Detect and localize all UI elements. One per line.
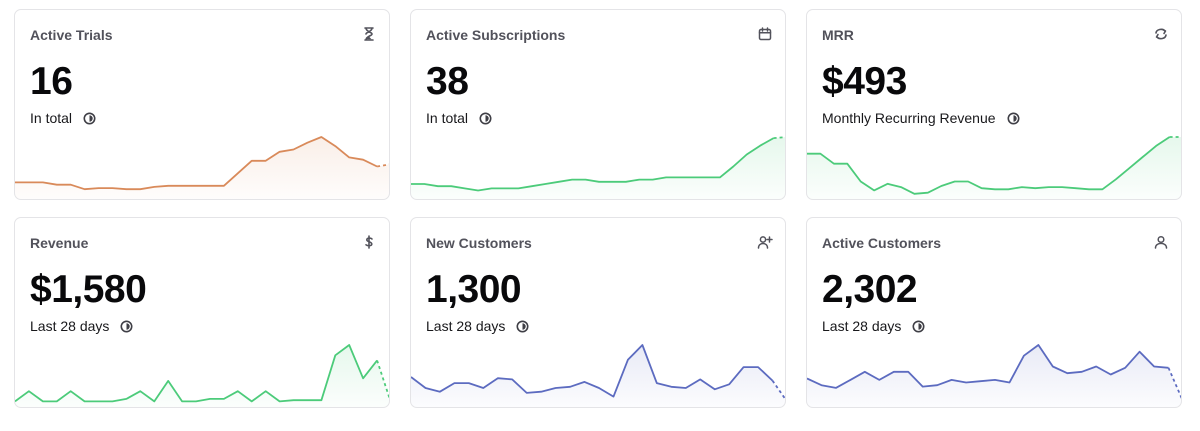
metric-card-mrr[interactable]: MRR $493 Monthly Recurring Revenue <box>806 9 1182 200</box>
metric-card-new-customers[interactable]: New Customers 1,300 Last 28 days <box>410 217 786 408</box>
card-title: Active Subscriptions <box>426 27 566 43</box>
sparkline-partial-segment <box>773 136 785 139</box>
info-icon[interactable] <box>479 112 492 125</box>
sparkline-partial-segment <box>376 163 389 168</box>
card-title: MRR <box>822 27 854 43</box>
sparkline-chart <box>15 344 389 407</box>
card-subtitle-text: Last 28 days <box>426 318 506 334</box>
card-subtitle: Last 28 days <box>426 318 529 334</box>
card-subtitle-text: In total <box>30 110 73 126</box>
card-title: New Customers <box>426 235 532 251</box>
info-icon[interactable] <box>516 320 529 333</box>
user-plus-icon <box>757 236 773 249</box>
sparkline-area <box>411 137 785 199</box>
user-icon <box>1154 235 1168 249</box>
metric-card-active-subscriptions[interactable]: Active Subscriptions 38 In total <box>410 9 786 200</box>
sparkline-area <box>807 345 1181 407</box>
card-subtitle: Last 28 days <box>822 318 925 334</box>
sparkline-series-line <box>15 344 378 403</box>
sparkline-partial-segment <box>376 360 389 400</box>
card-subtitle-text: Monthly Recurring Revenue <box>822 110 996 126</box>
info-icon[interactable] <box>912 320 925 333</box>
sparkline-partial-segment <box>771 380 785 401</box>
sparkline-chart <box>807 136 1181 199</box>
card-value: 1,300 <box>426 268 522 311</box>
card-subtitle-text: In total <box>426 110 469 126</box>
refresh-icon <box>1155 28 1167 40</box>
sparkline-chart <box>15 136 389 199</box>
info-icon[interactable] <box>120 320 133 333</box>
metric-card-active-customers[interactable]: Active Customers 2,302 Last 28 days <box>806 217 1182 408</box>
card-value: 16 <box>30 60 73 103</box>
card-value: 38 <box>426 60 469 103</box>
card-title: Revenue <box>30 235 89 251</box>
info-icon[interactable] <box>1007 112 1020 125</box>
sparkline-chart <box>411 136 785 199</box>
card-value: $1,580 <box>30 268 147 311</box>
card-subtitle-text: Last 28 days <box>30 318 110 334</box>
hourglass-icon <box>364 27 374 41</box>
card-subtitle: In total <box>426 110 492 126</box>
sparkline-area <box>15 345 389 407</box>
sparkline-area <box>411 345 785 407</box>
sparkline-series-line <box>807 136 1171 195</box>
info-icon[interactable] <box>83 112 96 125</box>
sparkline-series-line <box>807 344 1169 389</box>
card-subtitle-text: Last 28 days <box>822 318 902 334</box>
metric-card-active-trials[interactable]: Active Trials 16 In total <box>14 9 390 200</box>
sparkline-series-line <box>15 136 378 191</box>
sparkline-area <box>807 137 1181 199</box>
card-subtitle: In total <box>30 110 96 126</box>
card-value: 2,302 <box>822 268 918 311</box>
sparkline-chart <box>807 344 1181 407</box>
sparkline-area <box>15 137 389 199</box>
sparkline-series-line <box>411 137 775 192</box>
sparkline-partial-segment <box>1167 367 1181 399</box>
card-subtitle: Monthly Recurring Revenue <box>822 110 1020 126</box>
card-title: Active Customers <box>822 235 942 251</box>
card-title: Active Trials <box>30 27 113 43</box>
calendar-icon <box>758 27 772 41</box>
sparkline-chart <box>411 344 785 407</box>
metric-card-revenue[interactable]: Revenue $1,580 Last 28 days <box>14 217 390 408</box>
card-subtitle: Last 28 days <box>30 318 133 334</box>
dollar-icon <box>365 235 373 249</box>
card-value: $493 <box>822 60 907 103</box>
sparkline-series-line <box>411 344 774 398</box>
